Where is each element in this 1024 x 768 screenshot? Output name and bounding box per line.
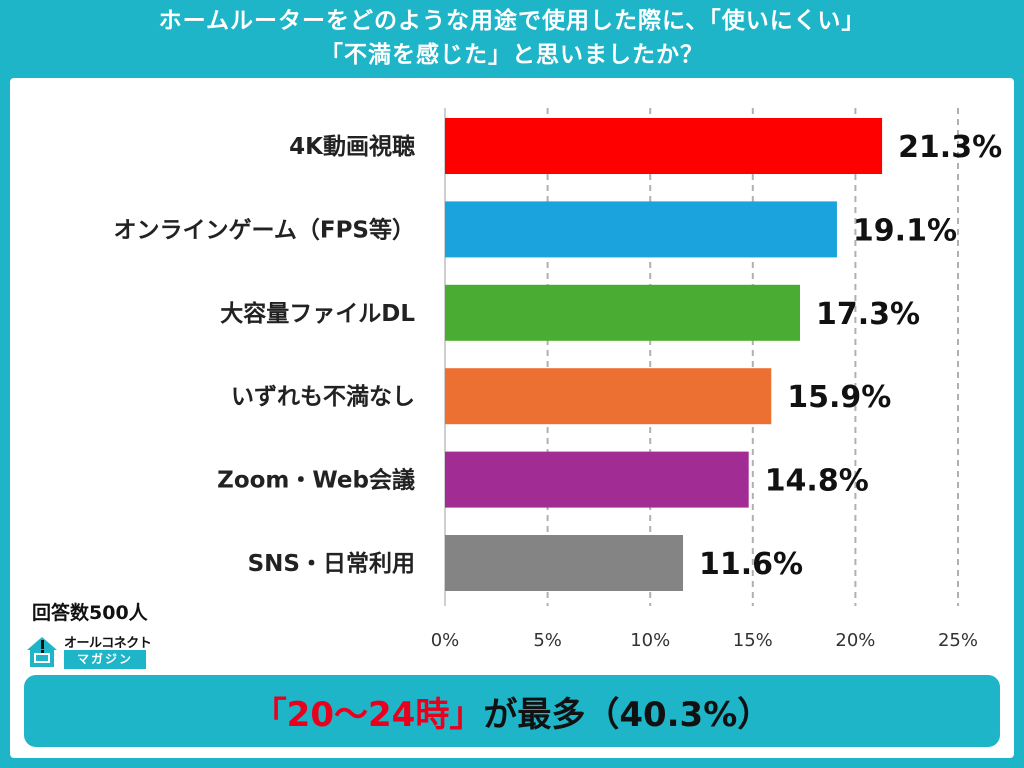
logo-text-top: オールコネクト (64, 636, 152, 651)
x-tick-label: 5% (533, 630, 562, 651)
bar (445, 118, 883, 174)
category-label: 大容量ファイルDL (220, 300, 415, 327)
summary-banner: 「20～24時」 が最多（40.3%） (24, 675, 1000, 747)
bar-chart: 0% 5% 10% 15% 20% 25% 4K動画視聴 21.3% オンラインゲーム（FPS等… (114, 108, 1002, 651)
category-label: いずれも不満なし (231, 384, 415, 410)
value-label: 14.8% (765, 464, 869, 499)
value-label: 17.3% (816, 297, 920, 332)
x-tick-label: 15% (733, 630, 773, 651)
x-tick-label: 25% (938, 630, 978, 651)
logo-text-bottom: マガジン (64, 650, 146, 669)
brand-logo: オールコネクト マガジン (24, 630, 154, 674)
chart-title-line-1: ホームルーターをどのような用途で使用した際に、「使いにくい」 (158, 8, 866, 34)
value-label: 11.6% (699, 547, 803, 582)
category-label: オンラインゲーム（FPS等） (114, 216, 415, 243)
respondent-count: 回答数500人 (32, 602, 148, 624)
value-label: 19.1% (853, 213, 957, 248)
bar (445, 535, 684, 591)
bar (445, 451, 749, 508)
bar (445, 201, 837, 258)
bar (445, 368, 772, 425)
house-logo-icon (27, 637, 57, 667)
chart-panel: 0% 5% 10% 15% 20% 25% 4K動画視聴 21.3% オンラインゲーム（FPS等… (10, 78, 1014, 758)
summary-text: が最多（40.3%） (483, 694, 772, 735)
chart-title-line-2: 「不満を感じた」と思いましたか？ (320, 42, 704, 68)
category-label: SNS・日常利用 (248, 551, 415, 577)
value-label: 21.3% (898, 130, 1002, 165)
x-tick-label: 20% (835, 630, 875, 651)
category-label: Zoom・Web会議 (217, 467, 415, 494)
chart-title: ホームルーターをどのような用途で使用した際に、「使いにくい」 「不満を感じた」と… (0, 4, 1024, 72)
category-label: 4K動画視聴 (289, 134, 415, 160)
value-label: 15.9% (787, 380, 891, 415)
x-tick-label: 0% (431, 630, 460, 651)
x-tick-label: 10% (630, 630, 670, 651)
summary-highlight: 「20～24時」 (252, 694, 484, 735)
bar (445, 284, 800, 341)
